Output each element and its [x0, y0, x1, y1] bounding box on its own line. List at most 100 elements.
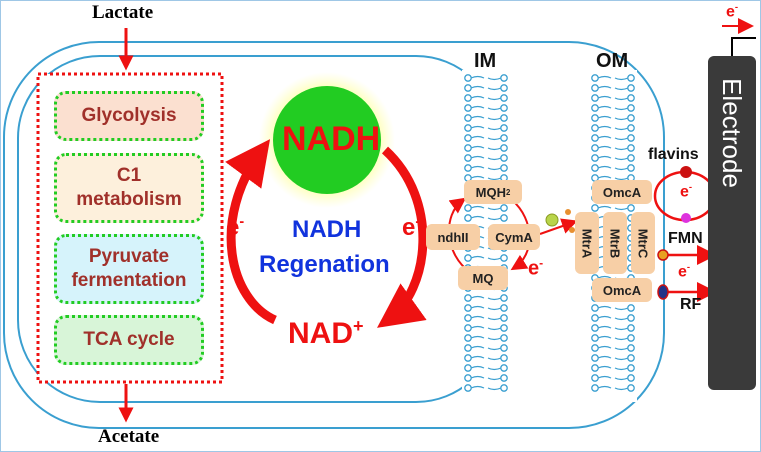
flavin-oxidized	[680, 166, 692, 178]
lipid-head	[627, 154, 635, 162]
lipid-head	[500, 294, 508, 302]
fmn-label: FMN	[668, 230, 703, 247]
lipid-tail	[597, 315, 612, 319]
lipid-tail	[487, 317, 502, 321]
lipid-tail	[597, 335, 612, 339]
lipid-tail	[487, 327, 502, 331]
lipid-tail	[597, 75, 612, 79]
lipid-tail	[470, 335, 485, 339]
lipid-tail	[597, 385, 612, 389]
lipid-tail	[487, 127, 502, 131]
protein-mq: MQ	[458, 266, 508, 290]
periplasm-dot-1	[545, 213, 559, 227]
electron-letter: e	[680, 183, 689, 201]
lipid-head	[500, 384, 508, 392]
lipid-head	[500, 134, 508, 142]
lipid-tail	[470, 315, 485, 319]
lipid-tail	[487, 387, 502, 391]
lipid-head	[500, 254, 508, 262]
lipid-head	[591, 114, 599, 122]
lipid-head	[464, 104, 472, 112]
lipid-tail	[470, 175, 485, 179]
lipid-head	[591, 204, 599, 212]
lipid-head	[627, 94, 635, 102]
lipid-tail	[470, 215, 485, 219]
lipid-tail	[597, 355, 612, 359]
mqh2-sub: 2	[506, 187, 511, 197]
lipid-head	[464, 304, 472, 312]
lipid-tail	[470, 305, 485, 309]
lipid-head	[500, 374, 508, 382]
lipid-tail	[487, 107, 502, 111]
omca-bottom-label: OmcA	[602, 282, 642, 298]
lipid-head	[500, 144, 508, 152]
lipid-head	[591, 164, 599, 172]
rf-molecule	[657, 284, 669, 300]
lipid-head	[627, 74, 635, 82]
lipid-tail	[614, 77, 629, 81]
lipid-tail	[614, 337, 629, 341]
lipid-tail	[614, 117, 629, 121]
lipid-tail	[614, 177, 629, 181]
lipid-tail	[470, 165, 485, 169]
lipid-head	[591, 354, 599, 362]
lipid-head	[500, 354, 508, 362]
lipid-tail	[487, 337, 502, 341]
pathway-tca-cycle: TCA cycle	[54, 315, 204, 365]
lipid-tail	[597, 115, 612, 119]
lipid-head	[591, 304, 599, 312]
ndhii-label: ndhII	[437, 229, 469, 245]
lipid-head	[464, 384, 472, 392]
lipid-tail	[614, 107, 629, 111]
lipid-tail	[597, 155, 612, 159]
lipid-tail	[597, 275, 612, 279]
lipid-head	[627, 344, 635, 352]
lipid-tail	[470, 145, 485, 149]
electron-letter: e	[726, 3, 735, 21]
lipid-tail	[614, 317, 629, 321]
lipid-head	[627, 334, 635, 342]
lipid-tail	[470, 375, 485, 379]
electron-label-flavin: e-	[680, 182, 692, 201]
lipid-tail	[614, 147, 629, 151]
pathway-c1-metabolism: C1 metabolism	[54, 153, 204, 223]
protein-cyma: CymA	[488, 224, 540, 250]
lipid-head	[591, 154, 599, 162]
outer-cell-envelope	[3, 41, 665, 429]
nad-base: NAD	[288, 317, 353, 350]
electron-letter: e	[528, 257, 540, 280]
lipid-tail	[597, 305, 612, 309]
pathway-pyruvate-fermentation: Pyruvate fermentation	[54, 234, 204, 304]
electron-label-fmn: e-	[678, 262, 690, 281]
protein-mtrc: MtrC	[631, 212, 655, 274]
lipid-tail	[470, 105, 485, 109]
lipid-head	[627, 164, 635, 172]
lipid-tail	[470, 125, 485, 129]
lipid-tail	[487, 147, 502, 151]
lipid-head	[500, 334, 508, 342]
lipid-head	[500, 204, 508, 212]
lipid-head	[464, 114, 472, 122]
lipid-tail	[470, 155, 485, 159]
lipid-tail	[470, 365, 485, 369]
lipid-head	[627, 314, 635, 322]
lipid-tail	[614, 387, 629, 391]
lipid-tail	[470, 205, 485, 209]
lipid-tail	[487, 177, 502, 181]
mtrc-label: MtrC	[635, 228, 651, 258]
regeneration-arrow-left	[225, 139, 278, 325]
lipid-head	[500, 124, 508, 132]
regeneration-title-line2: Regenation	[259, 251, 390, 278]
lipid-tail	[597, 95, 612, 99]
lipid-head	[627, 354, 635, 362]
lipid-head	[591, 344, 599, 352]
lipid-tail	[470, 135, 485, 139]
lipid-tail	[614, 127, 629, 131]
lipid-head	[591, 104, 599, 112]
lipid-tail	[597, 165, 612, 169]
pathway-pyruvate-label: Pyruvate fermentation	[71, 246, 187, 291]
lipid-head	[464, 144, 472, 152]
lipid-head	[500, 164, 508, 172]
lipid-head	[464, 214, 472, 222]
lipid-tail	[597, 145, 612, 149]
